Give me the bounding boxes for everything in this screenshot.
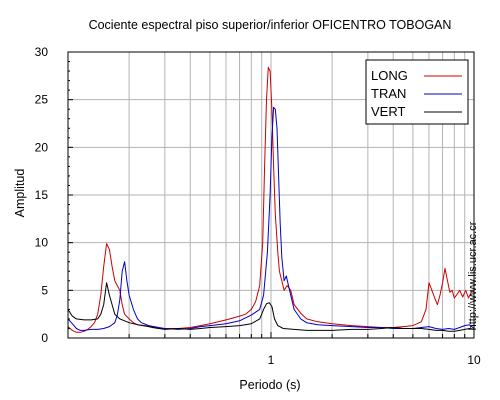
y-tick-label: 5	[41, 283, 48, 297]
legend-label-long: LONG	[371, 68, 408, 83]
legend: LONG TRAN VERT	[365, 59, 469, 125]
legend-box	[365, 59, 469, 125]
x-tick-label: 10	[467, 353, 481, 367]
series-vert-line	[67, 282, 475, 332]
chart-title: Cociente espectral piso superior/inferio…	[88, 18, 452, 32]
y-tick-label: 30	[35, 45, 49, 59]
y-axis-label: Amplitud	[13, 168, 27, 218]
series-long-line	[67, 66, 475, 333]
legend-label-vert: VERT	[371, 104, 405, 119]
y-tick-label: 10	[35, 236, 49, 250]
source-url-text: http://www.lis.ucr.ac.cr	[467, 221, 479, 331]
x-axis-label: Periodo (s)	[239, 378, 301, 392]
series-lines	[67, 66, 475, 333]
x-tick-label: 1	[268, 353, 275, 367]
y-tick-label: 15	[35, 188, 49, 202]
y-tick-label: 0	[41, 331, 48, 345]
axis-ticks: 0 5 10 15 20 25 30 1 10	[35, 45, 481, 367]
y-tick-label: 20	[35, 140, 49, 154]
legend-label-tran: TRAN	[371, 86, 406, 101]
y-tick-label: 25	[35, 93, 49, 107]
